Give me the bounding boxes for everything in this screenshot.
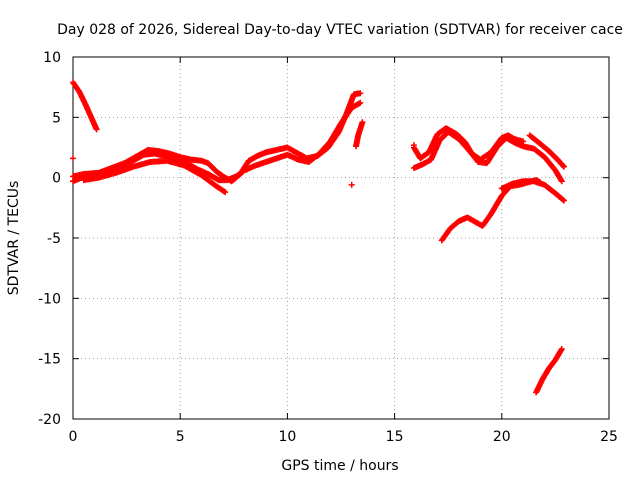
data-point bbox=[359, 119, 366, 126]
data-point bbox=[222, 189, 229, 196]
y-tick-label: 5 bbox=[52, 110, 61, 126]
data-point bbox=[560, 162, 567, 169]
x-tick-label: 20 bbox=[493, 429, 511, 445]
chart-title: Day 028 of 2026, Sidereal Day-to-day VTE… bbox=[57, 22, 623, 38]
data-point bbox=[70, 155, 76, 162]
data-point bbox=[357, 90, 364, 97]
y-tick-label: -15 bbox=[38, 352, 61, 368]
data-point bbox=[410, 142, 417, 149]
y-axis-label: SDTVAR / TECUs bbox=[6, 181, 22, 296]
x-tick-label: 0 bbox=[69, 429, 78, 445]
y-tick-label: -10 bbox=[38, 291, 61, 307]
x-tick-label: 10 bbox=[278, 429, 296, 445]
data-point bbox=[558, 178, 565, 185]
data-point bbox=[560, 197, 567, 204]
y-tick-label: -5 bbox=[47, 231, 61, 247]
series-arc-f bbox=[410, 125, 527, 163]
series-stray bbox=[70, 142, 417, 188]
data-point bbox=[93, 126, 100, 133]
data-point bbox=[348, 181, 355, 188]
y-tick-label: 10 bbox=[43, 50, 61, 66]
x-tick-label: 5 bbox=[176, 429, 185, 445]
series-arc-h bbox=[526, 132, 567, 170]
axes: 0 5 10 15 20 25 -20 -15 -10 -5 0 5 10 bbox=[38, 50, 618, 445]
data-point bbox=[560, 163, 567, 170]
x-tick-label: 25 bbox=[600, 429, 618, 445]
series-arc-g bbox=[410, 128, 565, 185]
series-arc-e bbox=[353, 119, 366, 150]
x-axis-label: GPS time / hours bbox=[281, 458, 398, 474]
data-point bbox=[558, 346, 565, 353]
grid bbox=[73, 57, 609, 419]
data-point bbox=[357, 99, 364, 106]
series-arc-d bbox=[80, 157, 229, 196]
x-tick-label: 15 bbox=[386, 429, 404, 445]
series-arc-j bbox=[498, 178, 567, 204]
data-points bbox=[70, 79, 567, 396]
data-point bbox=[559, 196, 566, 203]
series-arc-c bbox=[70, 90, 364, 185]
y-tick-label: 0 bbox=[52, 171, 61, 187]
series-arc-i bbox=[438, 177, 544, 244]
y-tick-label: -20 bbox=[38, 412, 61, 428]
series-arc-a bbox=[70, 79, 100, 133]
series-arc-k bbox=[533, 346, 565, 396]
data-point bbox=[221, 188, 228, 195]
